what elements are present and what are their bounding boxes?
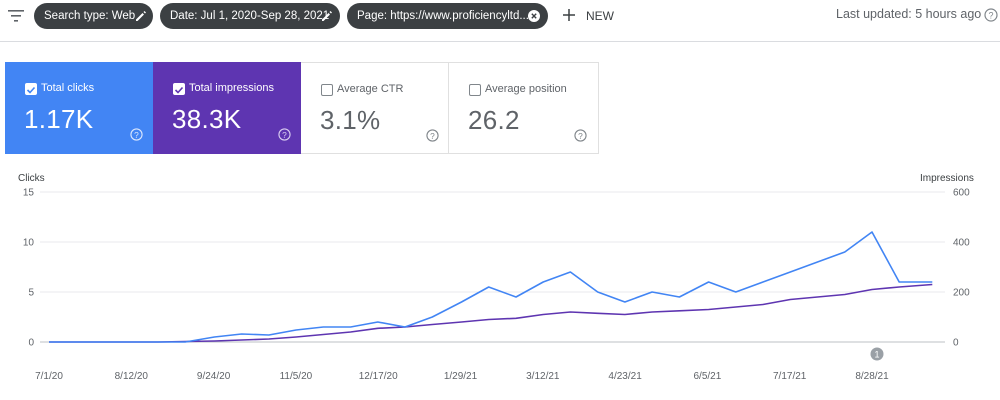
x-tick-label: 7/1/20 — [35, 371, 63, 382]
checkbox-unchecked-icon[interactable] — [469, 84, 481, 96]
x-tick-label: 4/23/21 — [608, 371, 642, 382]
search-type-filter-chip[interactable]: Search type: Web — [34, 3, 153, 29]
x-tick-label: 6/5/21 — [693, 371, 721, 382]
last-updated-text: Last updated: 5 hours ago — [836, 7, 982, 21]
help-circle-icon[interactable]: ? — [984, 8, 998, 22]
y-left-tick-label: 10 — [23, 238, 35, 249]
x-tick-label: 12/17/20 — [359, 371, 398, 382]
x-tick-label: 7/17/21 — [773, 371, 807, 382]
page-filter-chip[interactable]: Page: https://www.proficiencyltd.... — [347, 3, 548, 29]
x-tick-label: 8/28/21 — [855, 371, 889, 382]
filter-bar: Search type: Web Date: Jul 1, 2020-Sep 2… — [0, 0, 1000, 42]
filter-icon[interactable] — [8, 9, 24, 23]
pencil-icon[interactable] — [135, 10, 147, 22]
metric-label: Total impressions — [189, 82, 274, 94]
metric-value: 38.3K — [172, 104, 242, 134]
chart-plot-area[interactable]: 15 600 10 400 5 200 0 0 7/1/20 8/12/20 9/24/20 11/5… — [0, 166, 1000, 400]
performance-chart: Clicks Impressions 15 600 10 400 5 200 0 0 7/1/2… — [0, 166, 1000, 400]
help-circle-icon[interactable]: ? — [130, 128, 143, 141]
y-left-tick-label: 5 — [28, 288, 34, 299]
total-impressions-card[interactable]: Total impressions 38.3K ? — [153, 62, 301, 154]
y-right-tick-label: 0 — [953, 338, 959, 349]
y-right-axis-title: Impressions — [920, 173, 974, 184]
y-right-tick-label: 400 — [953, 238, 970, 249]
y-left-tick-label: 0 — [28, 338, 34, 349]
annotation-marker-icon — [870, 347, 884, 361]
page-filter-label: Page: https://www.proficiencyltd.... — [357, 10, 533, 22]
svg-text:?: ? — [282, 130, 287, 140]
new-filter-button[interactable]: NEW — [562, 5, 614, 27]
help-circle-icon[interactable]: ? — [426, 129, 439, 142]
date-filter-label: Date: Jul 1, 2020-Sep 28, 2021 — [170, 10, 330, 22]
search-type-filter-label: Search type: Web — [44, 10, 136, 22]
clicks-series-line — [49, 231, 933, 343]
x-tick-label: 3/12/21 — [526, 371, 560, 382]
new-filter-label: NEW — [586, 9, 614, 23]
svg-text:?: ? — [430, 131, 435, 141]
svg-text:?: ? — [988, 11, 993, 21]
checkbox-checked-icon[interactable] — [173, 83, 185, 95]
total-clicks-card[interactable]: Total clicks 1.17K ? — [5, 62, 153, 154]
svg-text:?: ? — [578, 131, 583, 141]
metric-value: 26.2 — [468, 105, 520, 135]
plus-icon — [563, 9, 575, 21]
y-left-tick-label: 15 — [23, 188, 35, 199]
average-position-card[interactable]: Average position 26.2 ? — [449, 62, 599, 154]
metric-value: 3.1% — [320, 105, 381, 135]
x-tick-label: 1/29/21 — [444, 371, 478, 382]
metric-value: 1.17K — [24, 104, 94, 134]
metric-cards: Total clicks 1.17K ? Total impressions 3… — [5, 62, 599, 154]
checkbox-checked-icon[interactable] — [25, 83, 37, 95]
impressions-series-line — [49, 283, 933, 343]
metric-label: Average position — [485, 83, 567, 95]
y-right-tick-label: 600 — [953, 188, 970, 199]
metric-label: Average CTR — [337, 83, 404, 95]
annotation-marker-label: 1 — [874, 350, 879, 360]
date-filter-chip[interactable]: Date: Jul 1, 2020-Sep 28, 2021 — [160, 3, 340, 29]
help-circle-icon[interactable]: ? — [278, 128, 291, 141]
x-tick-label: 11/5/20 — [280, 371, 313, 382]
close-circle-icon[interactable] — [528, 10, 540, 22]
y-left-axis-title: Clicks — [18, 173, 45, 184]
x-tick-label: 8/12/20 — [115, 371, 149, 382]
y-right-tick-label: 200 — [953, 288, 970, 299]
svg-text:?: ? — [134, 130, 139, 140]
pencil-icon[interactable] — [321, 10, 333, 22]
metric-label: Total clicks — [41, 82, 95, 94]
x-tick-label: 9/24/20 — [197, 371, 231, 382]
checkbox-unchecked-icon[interactable] — [321, 84, 333, 96]
average-ctr-card[interactable]: Average CTR 3.1% ? — [301, 62, 449, 154]
help-circle-icon[interactable]: ? — [574, 129, 587, 142]
